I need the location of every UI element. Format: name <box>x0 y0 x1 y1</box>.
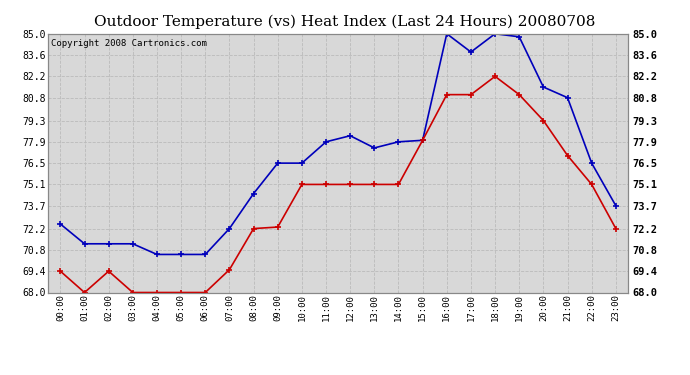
Text: Copyright 2008 Cartronics.com: Copyright 2008 Cartronics.com <box>51 39 207 48</box>
Text: Outdoor Temperature (vs) Heat Index (Last 24 Hours) 20080708: Outdoor Temperature (vs) Heat Index (Las… <box>95 15 595 29</box>
